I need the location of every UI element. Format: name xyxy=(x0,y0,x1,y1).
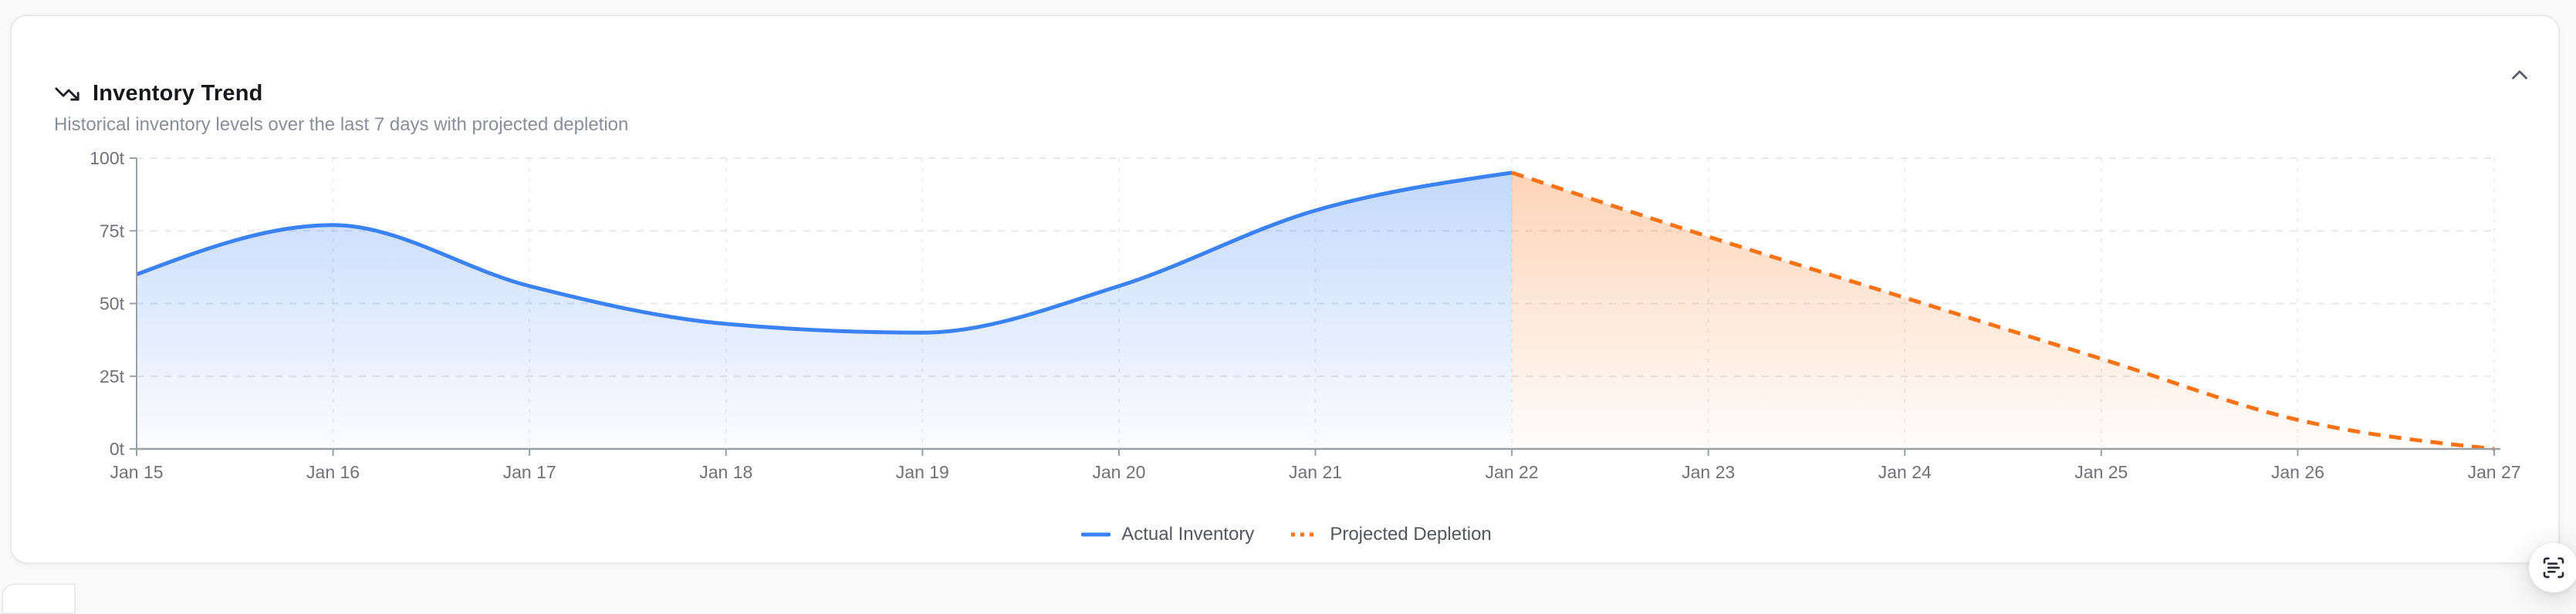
card-subtitle: Historical inventory levels over the las… xyxy=(54,114,629,135)
svg-text:25t: 25t xyxy=(100,366,125,386)
legend-line-marker xyxy=(1081,532,1111,537)
next-card-top-corner xyxy=(2,583,76,614)
svg-text:Jan 25: Jan 25 xyxy=(2074,462,2128,482)
card-header: Inventory Trend xyxy=(54,62,263,125)
legend-item-actual-inventory[interactable]: Actual Inventory xyxy=(1081,524,1254,545)
scan-button[interactable] xyxy=(2529,543,2576,592)
trending-down-icon xyxy=(54,81,80,107)
svg-text:Jan 26: Jan 26 xyxy=(2271,462,2324,482)
svg-text:75t: 75t xyxy=(100,221,125,241)
collapse-button[interactable] xyxy=(2500,55,2540,95)
svg-text:Jan 24: Jan 24 xyxy=(1878,462,1932,482)
svg-text:Jan 17: Jan 17 xyxy=(503,462,556,482)
svg-text:50t: 50t xyxy=(100,294,125,314)
inventory-trend-chart[interactable]: 0t 25t 50t 75t 100t Jan 15 Jan 16 Jan 17 Jan 18 J… xyxy=(0,0,2576,589)
svg-text:Jan 15: Jan 15 xyxy=(110,462,163,482)
svg-text:Jan 27: Jan 27 xyxy=(2467,462,2520,482)
svg-text:Jan 19: Jan 19 xyxy=(896,462,949,482)
legend-label: Projected Depletion xyxy=(1330,524,1492,545)
svg-text:Jan 22: Jan 22 xyxy=(1486,462,1539,482)
legend-item-projected-depletion[interactable]: Projected Depletion xyxy=(1290,524,1492,545)
svg-text:100t: 100t xyxy=(90,148,124,168)
svg-text:0t: 0t xyxy=(110,439,125,459)
legend-label: Actual Inventory xyxy=(1121,524,1255,545)
svg-text:Jan 16: Jan 16 xyxy=(306,462,360,482)
chart-legend: Actual Inventory Projected Depletion xyxy=(12,524,2561,545)
chevron-up-icon xyxy=(2507,62,2533,88)
svg-text:Jan 21: Jan 21 xyxy=(1289,462,1342,482)
legend-dotted-marker xyxy=(1291,532,1318,537)
svg-text:Jan 20: Jan 20 xyxy=(1092,462,1145,482)
svg-text:Jan 23: Jan 23 xyxy=(1682,462,1735,482)
scan-text-icon xyxy=(2541,555,2566,580)
card-title: Inventory Trend xyxy=(93,81,263,106)
svg-text:Jan 18: Jan 18 xyxy=(699,462,752,482)
